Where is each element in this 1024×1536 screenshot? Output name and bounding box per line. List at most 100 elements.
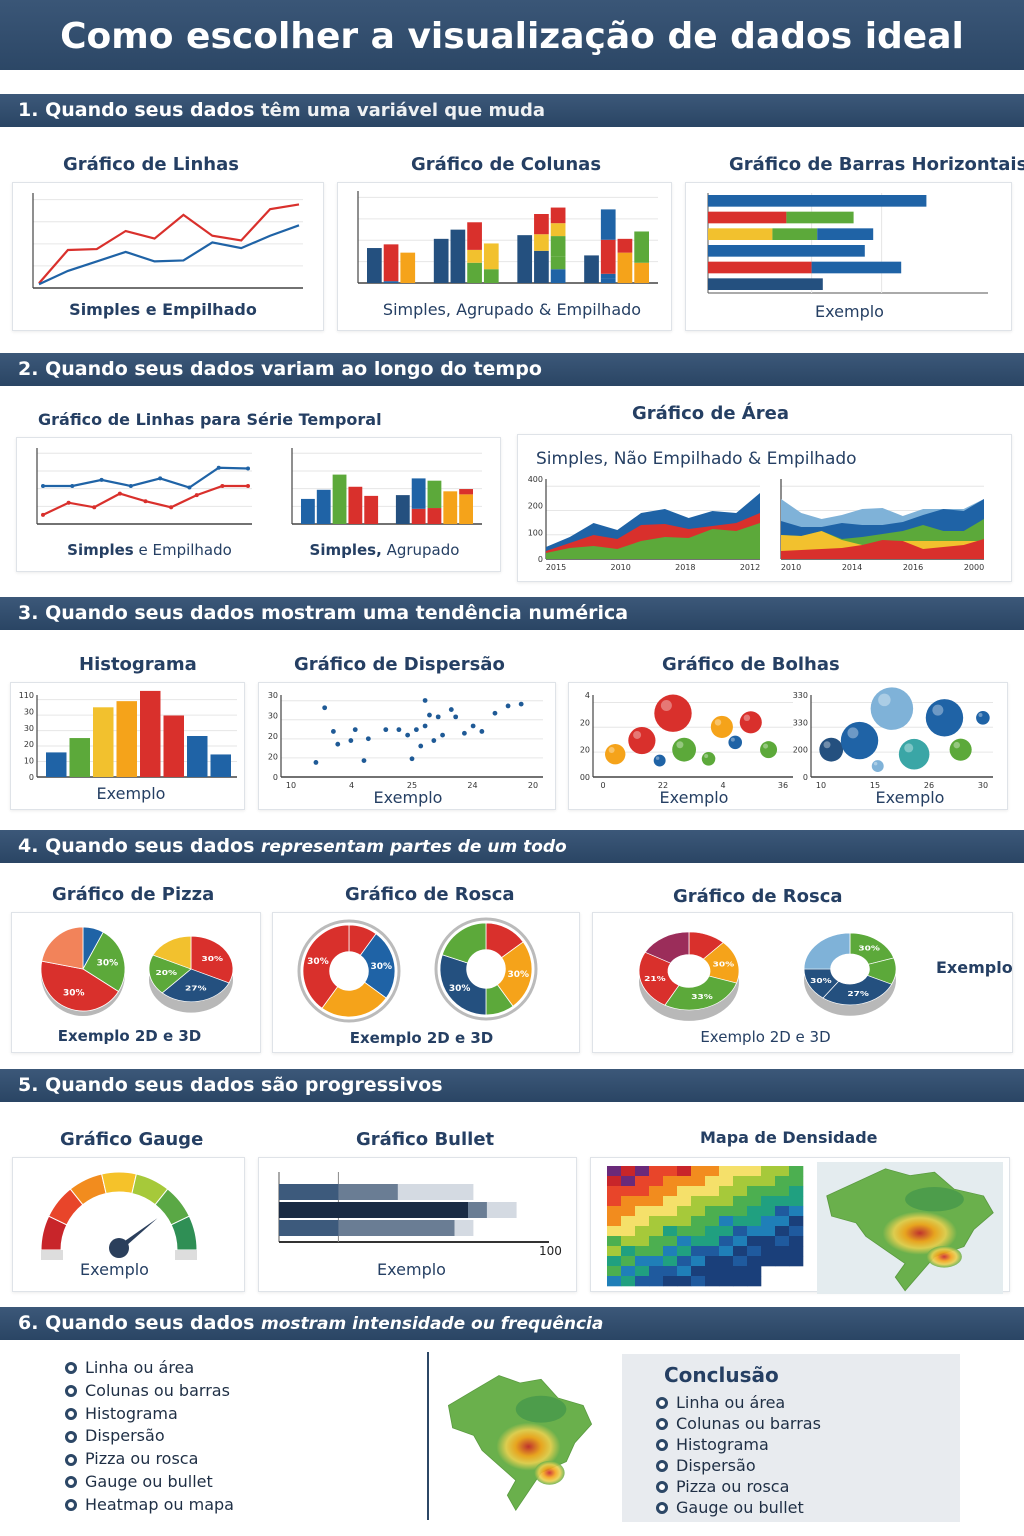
scatter-point [313, 760, 319, 765]
bullet-icon [65, 1453, 77, 1466]
heatmap-cell [621, 1246, 636, 1257]
list-item: Linha ou área [656, 1392, 821, 1413]
heatmap-cell [761, 1236, 776, 1247]
bubble-highlight [873, 761, 878, 766]
bubble-caption-1: Exemplo [659, 788, 729, 807]
heatmap-cell [733, 1236, 748, 1247]
scatter-point [492, 710, 498, 716]
heatmap-cell [663, 1276, 678, 1287]
density-hotspot [496, 1422, 561, 1471]
heatmap-cell [677, 1276, 692, 1287]
heatmap-cell [649, 1196, 664, 1207]
heatmap-cell [621, 1206, 636, 1217]
brazil-heat-map [447, 1375, 593, 1512]
slice [152, 935, 192, 970]
divider [427, 1352, 429, 1520]
section-4-header: 4. Quando seus dados representam partes … [0, 830, 1024, 863]
heatmap-cell [761, 1166, 776, 1177]
data-point [128, 484, 133, 488]
slice-label: 30% [810, 977, 832, 985]
slice-label: 30% [202, 955, 224, 963]
hbar-chart-title: Gráfico de Barras Horizontais [729, 154, 1024, 175]
conclusion-list: Linha ou área Colunas ou barras Histograma… [656, 1392, 821, 1518]
y-tick-label: 200 [793, 746, 808, 755]
heatmap-cell [761, 1226, 776, 1237]
heatmap-cell [733, 1216, 748, 1227]
bullet-icon [65, 1362, 77, 1375]
heatmap-cell [719, 1226, 734, 1237]
heatmap-cell [747, 1256, 762, 1267]
heatmap-cell [649, 1246, 664, 1257]
heatmap-cell [635, 1226, 650, 1237]
bubble [710, 715, 733, 738]
x-tick-label: 2010 [781, 563, 801, 572]
bubble-highlight [978, 712, 983, 717]
line-chart [32, 193, 303, 289]
heatmap-cell [691, 1176, 706, 1187]
heatmap-cell [705, 1276, 720, 1287]
bar-segment [517, 235, 533, 283]
heatmap-cell [747, 1276, 762, 1287]
list-item-label: Dispersão [676, 1456, 756, 1475]
heatmap-cell [747, 1186, 762, 1197]
scatter-point [365, 736, 371, 742]
slice-label: 30% [507, 970, 529, 980]
bullet-icon [65, 1385, 77, 1398]
scatter-point [396, 727, 402, 733]
bubble-highlight [847, 727, 859, 739]
x-tick-label: 36 [778, 781, 788, 790]
heatmap-cell [649, 1256, 664, 1267]
list-item: Gauge ou bullet [656, 1497, 821, 1518]
x-tick-label: 2018 [675, 563, 695, 572]
bubble-highlight [878, 693, 891, 707]
list-item-label: Histograma [85, 1403, 178, 1423]
heatmap-cell [663, 1166, 678, 1177]
x-tick-label: 20 [528, 781, 538, 790]
gauge-base [175, 1250, 197, 1260]
y-tick-label: 10 [24, 757, 34, 766]
conclusion-title: Conclusão [664, 1363, 779, 1387]
bar-segment [332, 474, 347, 524]
heatmap-cell [775, 1166, 790, 1177]
histogram-bar [210, 754, 231, 777]
bubble [653, 754, 666, 767]
section-2-header: 2. Quando seus dados variam ao longo do … [0, 353, 1024, 386]
pie-group: 30% 30% [434, 917, 538, 1021]
heatmap-cell [649, 1236, 664, 1247]
heatmap-cell [789, 1166, 804, 1177]
bar-segment [364, 495, 379, 524]
data-point [117, 491, 122, 496]
scatter-point [348, 738, 354, 743]
scatter-point [322, 705, 328, 711]
heatmap-cell [621, 1276, 636, 1287]
heatmap-cell [635, 1176, 650, 1187]
heatmap-cell [789, 1186, 804, 1197]
list-item: Histograma [65, 1403, 234, 1426]
scatter-point [409, 756, 415, 762]
scatter-title: Gráfico de Dispersão [294, 654, 505, 675]
list-item: Linha ou área [65, 1357, 234, 1380]
slice [148, 954, 192, 994]
y-tick-label: 0 [538, 555, 543, 564]
list-item-label: Colunas ou barras [676, 1414, 821, 1433]
timeseries-panel: Simples e Empilhado Simples, Agrupado [16, 437, 501, 572]
scatter-point [479, 729, 485, 734]
histogram-bar [187, 736, 208, 777]
donut-caption: Exemplo 2D e 3D [349, 1029, 494, 1047]
bubble-panel: 00 20 20 4 0 22 4 36 0 200 330 330 10 15 26 30 Exemplo… [568, 682, 1008, 810]
x-tick-label: 24 [467, 781, 477, 790]
slice-label: 27% [847, 990, 869, 998]
y-tick-label: 30 [268, 712, 278, 721]
heatmap-cell [733, 1186, 748, 1197]
slice [40, 960, 120, 1012]
pie-panel: 30% 30% 30% 27% 20% Exemplo 2D e 3D [11, 912, 261, 1053]
heatmap-cell [761, 1196, 776, 1207]
histogram-chart: 0 10 20 30 30 110 [19, 690, 237, 782]
bar-segment [600, 239, 616, 274]
heatmap-cell [747, 1236, 762, 1247]
list-item: Colunas ou barras [656, 1413, 821, 1434]
heatmap-cell [607, 1186, 622, 1197]
gauge-segment [101, 1171, 137, 1195]
bar-segment [427, 508, 442, 524]
bar-segment [550, 236, 566, 257]
